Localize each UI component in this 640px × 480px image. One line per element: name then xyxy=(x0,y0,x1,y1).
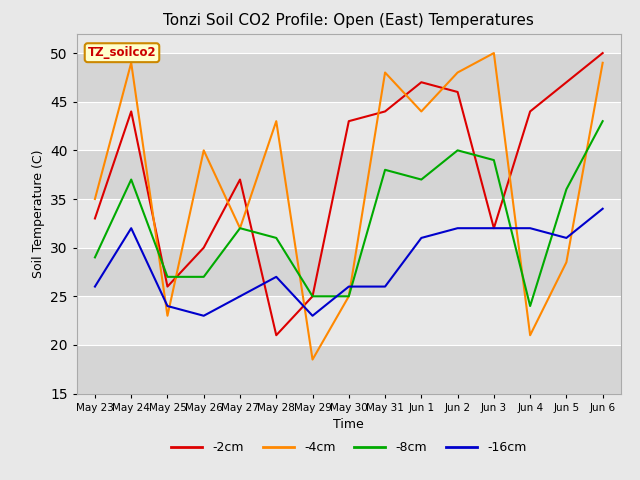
X-axis label: Time: Time xyxy=(333,418,364,431)
Bar xyxy=(77,345,621,394)
Bar xyxy=(77,102,621,150)
Bar xyxy=(77,296,621,345)
Y-axis label: Soil Temperature (C): Soil Temperature (C) xyxy=(31,149,45,278)
Bar xyxy=(77,199,621,248)
Title: Tonzi Soil CO2 Profile: Open (East) Temperatures: Tonzi Soil CO2 Profile: Open (East) Temp… xyxy=(163,13,534,28)
Legend: -2cm, -4cm, -8cm, -16cm: -2cm, -4cm, -8cm, -16cm xyxy=(166,436,531,459)
Bar xyxy=(77,53,621,102)
Bar xyxy=(77,248,621,296)
Bar xyxy=(77,150,621,199)
Text: TZ_soilco2: TZ_soilco2 xyxy=(88,46,156,59)
